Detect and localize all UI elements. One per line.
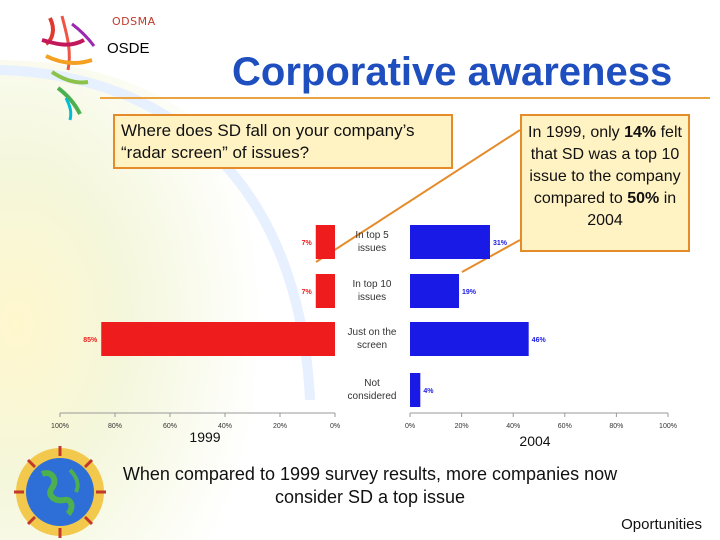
right-axis-tick-label: 0% (405, 423, 415, 430)
left-axis-tick-label: 20% (273, 423, 287, 430)
callout-pct-1999: 14% (624, 124, 657, 141)
category-label: issues (358, 243, 386, 254)
right-axis-year-label: 2004 (519, 433, 550, 449)
osde-logo-icon (41, 15, 96, 121)
page-title: Corporative awareness (232, 50, 673, 94)
footer-label: Oportunities (621, 516, 702, 533)
bar-2004-value-label: 46% (532, 337, 547, 344)
right-axis-tick-label: 40% (506, 423, 520, 430)
bar-2004 (410, 373, 421, 407)
bar-2004-value-label: 31% (493, 240, 508, 247)
right-axis-tick-label: 100% (659, 423, 677, 430)
category-label: In top 10 (353, 279, 392, 290)
org-small-label: ODSMA (112, 15, 156, 28)
category-label: screen (357, 340, 387, 351)
left-axis-tick-label: 100% (51, 423, 69, 430)
left-axis-tick-label: 0% (330, 423, 340, 430)
bar-1999 (315, 274, 335, 308)
category-label: In top 5 (355, 230, 389, 241)
bar-2004 (410, 225, 490, 259)
callout-text-1: In 1999, only (528, 124, 625, 141)
category-label: Not (364, 378, 380, 389)
callout-box: In 1999, only 14% felt that SD was a top… (520, 114, 690, 252)
conclusion-text: When compared to 1999 survey results, mo… (122, 464, 618, 507)
left-axis-tick-label: 40% (218, 423, 232, 430)
left-axis-tick-label: 60% (163, 423, 177, 430)
right-axis-tick-label: 80% (609, 423, 623, 430)
category-label: considered (348, 391, 397, 402)
right-axis-tick-label: 60% (558, 423, 572, 430)
category-label: issues (358, 292, 386, 303)
org-label: OSDE (107, 40, 150, 57)
bar-1999-value-label: 7% (302, 289, 313, 296)
oas-emblem-icon (14, 446, 106, 538)
bar-2004 (410, 322, 529, 356)
right-axis-tick-label: 20% (455, 423, 469, 430)
bar-1999-value-label: 85% (83, 337, 98, 344)
bar-2004 (410, 274, 460, 308)
bar-1999 (315, 225, 335, 259)
callout-text-3: in 2004 (587, 190, 677, 229)
category-label: Just on the (348, 327, 397, 338)
bar-1999-value-label: 7% (302, 240, 313, 247)
bar-2004-value-label: 4% (423, 388, 434, 395)
left-axis-tick-label: 80% (108, 423, 122, 430)
left-axis-year-label: 1999 (189, 429, 220, 445)
question-box: Where does SD fall on your company’s “ra… (113, 114, 453, 169)
bar-2004-value-label: 19% (462, 289, 477, 296)
bar-1999 (101, 322, 335, 356)
callout-pct-2004: 50% (627, 190, 660, 207)
callout-text-2: felt that SD was a top 10 issue to the c… (529, 124, 682, 207)
